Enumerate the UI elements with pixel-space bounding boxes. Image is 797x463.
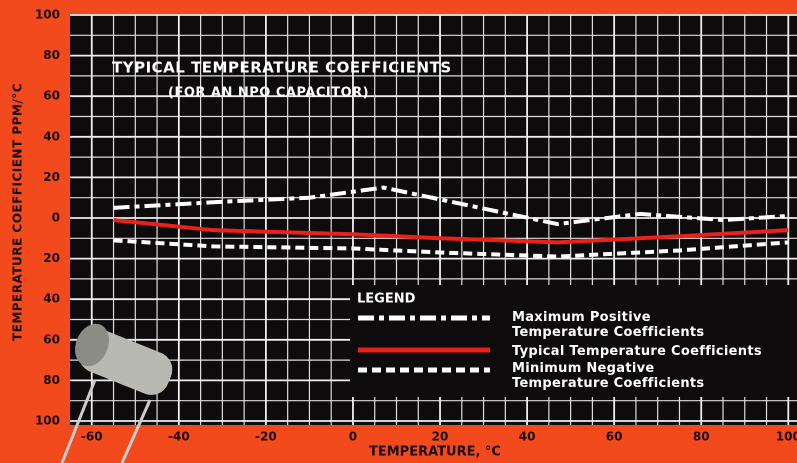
y-axis-label: TEMPERATURE COEFFICIENT PPM/°C xyxy=(11,83,25,341)
series-line xyxy=(113,238,789,259)
legend-label: Maximum Positive Temperature Coefficient… xyxy=(512,310,705,340)
legend-label: Typical Temperature Coefficients xyxy=(512,344,762,359)
x-axis-label: TEMPERATURE, °C xyxy=(369,445,501,460)
x-tick-label: 0 xyxy=(349,430,357,444)
y-tick-label: 80 xyxy=(43,373,60,387)
x-tick-label: 100 xyxy=(776,430,797,444)
x-tick-label: -40 xyxy=(168,430,190,444)
legend-box xyxy=(350,285,797,397)
y-tick-label: 20 xyxy=(43,170,60,184)
x-tick-label: 80 xyxy=(693,430,710,444)
capacitor-photo xyxy=(60,323,173,463)
x-tick-label: -60 xyxy=(81,430,103,444)
chart-subtitle: (FOR AN NPO CAPACITOR) xyxy=(168,86,369,101)
x-tick-label: 60 xyxy=(606,430,623,444)
y-tick-label: 100 xyxy=(35,414,60,428)
legend-label: Minimum Negative Temperature Coefficient… xyxy=(512,361,705,391)
y-tick-label: 60 xyxy=(43,332,60,346)
x-tick-label: 20 xyxy=(432,430,449,444)
y-tick-label: 100 xyxy=(35,8,60,22)
chart-title: TYPICAL TEMPERATURE COEFFICIENTS xyxy=(112,59,452,77)
y-tick-label: 80 xyxy=(43,48,60,62)
y-tick-label: 40 xyxy=(43,292,60,306)
y-tick-label: 0 xyxy=(52,211,60,225)
series-line xyxy=(113,185,789,227)
y-tick-label: 60 xyxy=(43,89,60,103)
x-tick-label: 40 xyxy=(519,430,536,444)
series-line xyxy=(113,218,789,245)
x-tick-label: -20 xyxy=(255,430,277,444)
y-tick-label: 20 xyxy=(43,251,60,265)
legend-title: LEGEND xyxy=(357,292,416,307)
y-tick-label: 40 xyxy=(43,129,60,143)
series-lines xyxy=(113,185,789,259)
